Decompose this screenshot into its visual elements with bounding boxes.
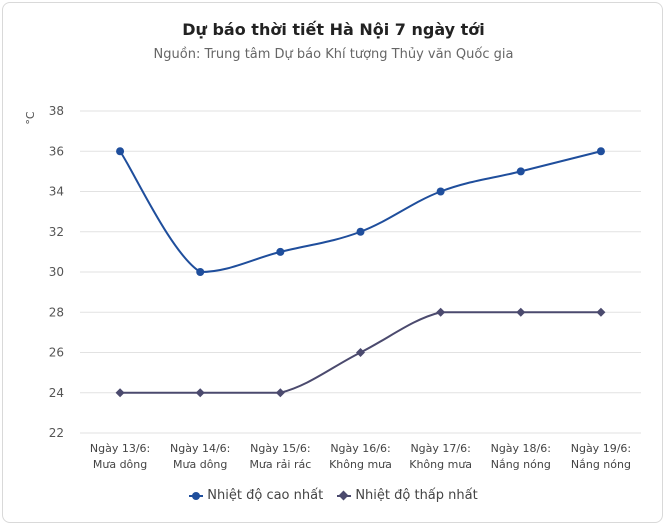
x-tick-label: Ngày 15/6: Mưa rải rác [249, 442, 311, 471]
x-tick-label: Ngày 17/6: Không mưa [409, 442, 472, 471]
data-point-max[interactable] [196, 268, 205, 276]
data-point-max[interactable] [116, 147, 125, 156]
series-line-max [119, 150, 602, 274]
y-axis-unit: °C [24, 111, 37, 125]
y-tick-label: 34 [49, 185, 64, 199]
x-tick-label: Ngày 14/6: Mưa dông [170, 442, 230, 471]
y-axis-ticks: 22 24 26 28 30 32 34 36 38 [49, 104, 64, 440]
series-points [115, 147, 606, 398]
data-point-min[interactable] [436, 307, 446, 317]
data-point-min[interactable] [275, 388, 285, 398]
data-point-min[interactable] [596, 307, 606, 317]
y-tick-label: 32 [49, 225, 64, 239]
y-tick-label: 28 [49, 305, 64, 319]
y-tick-label: 26 [49, 346, 64, 360]
data-point-min[interactable] [516, 307, 526, 317]
chart-frame [2, 2, 663, 523]
legend-item-min[interactable]: Nhiệt độ thấp nhất [337, 488, 478, 503]
x-tick-label: Ngày 16/6: Không mưa [329, 442, 392, 471]
x-tick-label: Ngày 18/6: Nắng nóng [491, 442, 551, 471]
legend-marker-max [189, 489, 204, 503]
data-point-min[interactable] [195, 388, 205, 398]
legend-label-min: Nhiệt độ thấp nhất [355, 488, 478, 503]
x-tick-label: Ngày 19/6: Nắng nóng [571, 442, 631, 471]
chart-title: Dự báo thời tiết Hà Nội 7 ngày tới [182, 20, 485, 39]
x-axis-ticks: Ngày 13/6: Mưa dông Ngày 14/6: Mưa dông Ngày… [90, 442, 631, 471]
grid-lines [80, 110, 641, 434]
y-tick-label: 30 [49, 265, 64, 279]
legend-marker-min [337, 489, 352, 503]
legend-label-max: Nhiệt độ cao nhất [207, 488, 324, 503]
data-point-max[interactable] [276, 247, 285, 256]
y-tick-label: 22 [49, 426, 64, 440]
x-tick-label: Ngày 13/6: Mưa dông [90, 442, 150, 471]
y-tick-label: 38 [49, 104, 64, 118]
data-point-max[interactable] [436, 187, 445, 196]
y-tick-label: 36 [49, 144, 64, 158]
chart-subtitle: Nguồn: Trung tâm Dự báo Khí tượng Thủy v… [153, 47, 514, 62]
legend-item-max[interactable]: Nhiệt độ cao nhất [189, 488, 323, 503]
data-point-min[interactable] [115, 388, 125, 398]
data-point-min[interactable] [356, 348, 365, 357]
data-point-max[interactable] [596, 147, 605, 156]
legend: Nhiệt độ cao nhất Nhiệt độ thấp nhất [0, 488, 667, 507]
y-tick-label: 24 [49, 386, 64, 400]
data-point-max[interactable] [356, 227, 365, 236]
data-point-max[interactable] [516, 167, 525, 176]
